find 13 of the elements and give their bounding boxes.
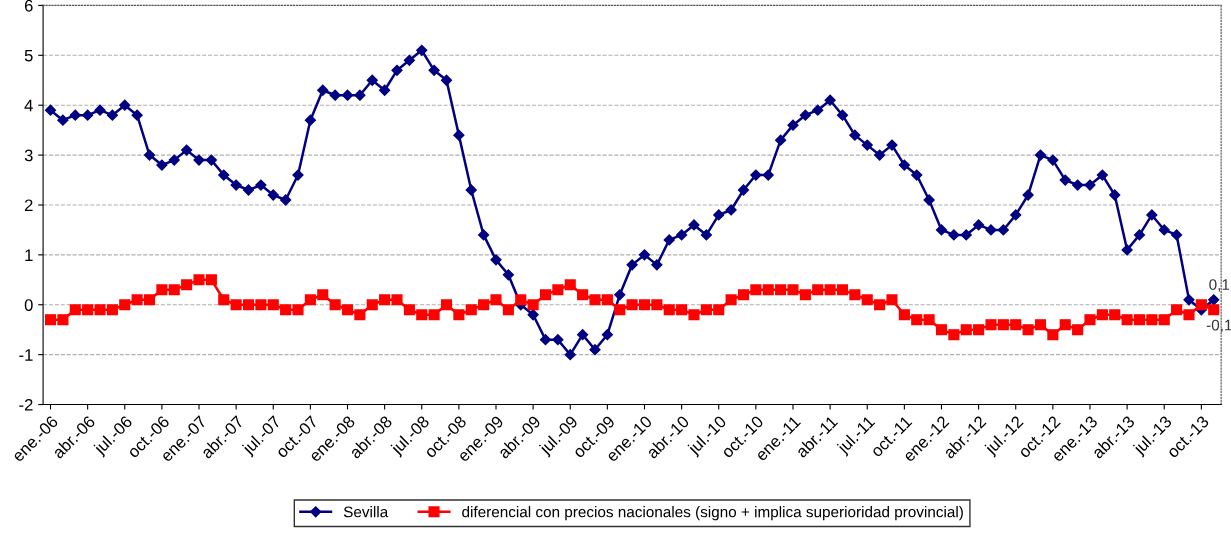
- y-tick-label: 1: [25, 249, 33, 261]
- legend-label: diferencial con precios nacionales (signo + implica superioridad provincial): [462, 506, 963, 521]
- legend-label: Sevilla: [343, 506, 389, 518]
- data-label: 0,1: [1209, 279, 1230, 292]
- y-tick-label: -2: [19, 398, 33, 411]
- y-tick-label: 3: [24, 149, 33, 162]
- y-tick-label: -1: [19, 349, 33, 361]
- data-label: -0,1: [1206, 319, 1231, 333]
- y-tick-label: 6: [24, 0, 33, 12]
- y-tick-label: 4: [24, 99, 33, 112]
- y-tick-label: 5: [24, 49, 33, 62]
- y-tick-label: 2: [24, 199, 33, 212]
- y-tick-label: 0: [24, 299, 33, 311]
